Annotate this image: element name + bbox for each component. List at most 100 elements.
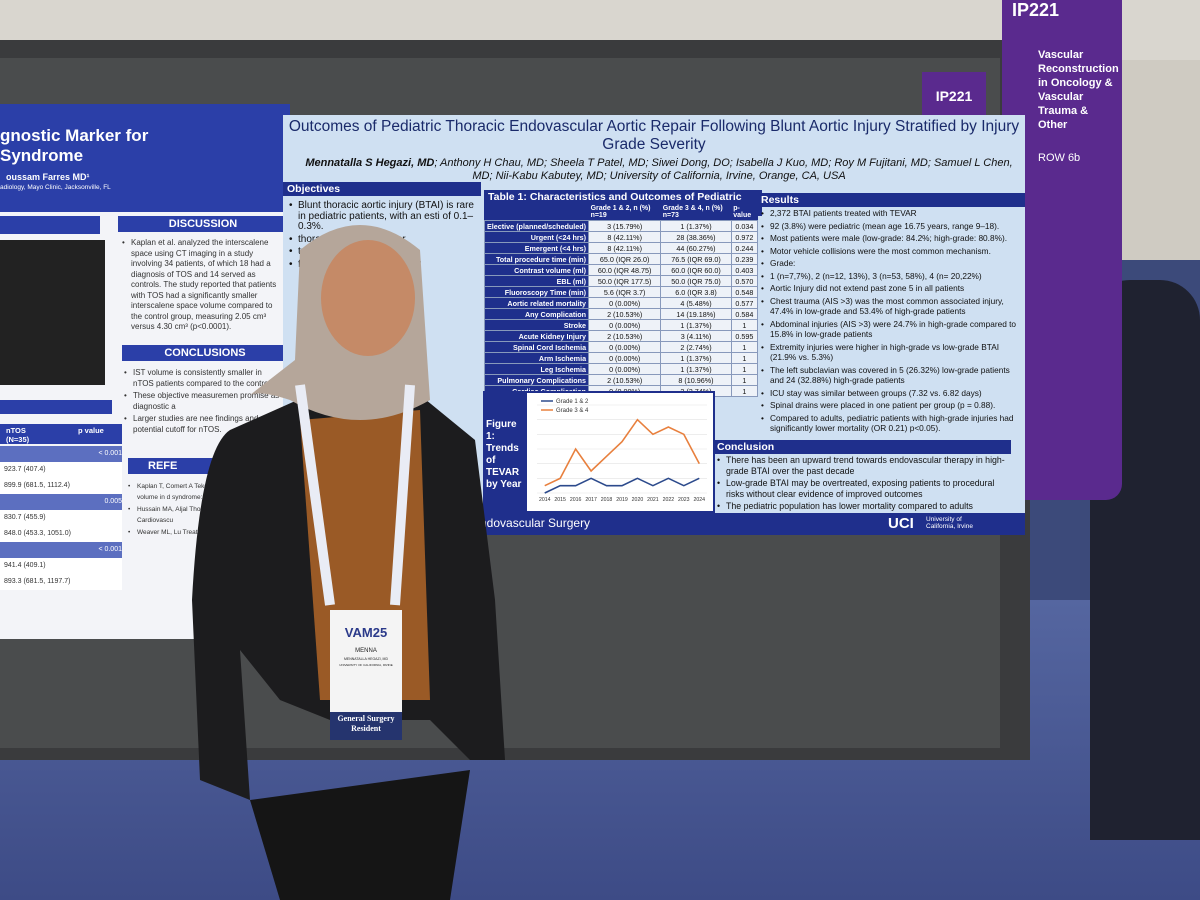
table-row: Urgent (<24 hrs) 8 (42.11%) 28 (38.36%) 0.9… [483, 231, 759, 243]
table-header-cell: Grade 1 & 2, n (%) n=19 [588, 204, 661, 221]
table-header-cell: p value [78, 426, 104, 435]
bullet: The left subclavian was covered in 5 (26… [761, 365, 1019, 386]
table-cell: 899.9 (681.5, 1112.4) [0, 478, 122, 494]
face [321, 240, 415, 356]
bullet: Low-grade BTAI may be overtreated, expos… [717, 478, 1007, 499]
bullet: These objective measuremen promise as di… [124, 391, 284, 412]
bullet: Most patients were male (low-grade: 84.2… [761, 233, 1019, 244]
table-cell: 1 [730, 319, 759, 331]
bullet: ICU stay was similar between groups (7.3… [761, 388, 1019, 399]
section-heading: CONCLUSIONS [122, 345, 288, 361]
badge-role-box: General Surgery Resident [337, 714, 395, 733]
x-tick-label: 2020 [632, 497, 644, 503]
left-poster: gnostic Marker for Syndrome oussam Farre… [0, 104, 290, 639]
bullet: Aortic Injury did not extend past zone 5… [761, 283, 1019, 294]
sign-title: Vascular Reconstruction in Oncology & Va… [1038, 49, 1119, 131]
table-cell: 0.570 [730, 275, 759, 287]
section-heading: Conclusion [713, 440, 1011, 454]
table-cell: < 0.001 [0, 446, 122, 462]
bullet: Spinal drains were placed in one patient… [761, 400, 1019, 411]
badge-institution: UNIVERSITY OF CALIFORNIA, IRVINE [339, 663, 392, 667]
bullet: Blunt thoracic aortic injury (BTAI) is r… [289, 200, 477, 233]
table-row: Total procedure time (min) 65.0 (IQR 26.0… [483, 253, 759, 265]
legend-label: Grade 1 & 2 [556, 399, 589, 405]
logo-text: University of California, Irvine [926, 516, 973, 530]
table-cell: 848.0 (453.3, 1051.0) [0, 526, 122, 542]
bullet: 1 (n=7,7%), 2 (n=12, 13%), 3 (n=53, 58%)… [761, 271, 1019, 282]
table-header-row: Grade 1 & 2, n (%) n=19 Grade 3 & 4, n (%… [484, 204, 758, 221]
results-list: 2,372 BTAI patients treated with TEVAR 92… [761, 208, 1019, 436]
left-bar [0, 400, 112, 414]
discussion-text: Kaplan et al. analyzed the interscalene … [122, 238, 284, 335]
bullet: The pediatric population has lower morta… [717, 501, 1007, 512]
table-header-cell [484, 204, 589, 221]
series-line [544, 477, 700, 494]
poster-footer: Endovascular Surgery UCI University of C… [468, 513, 1025, 535]
table-cell: 0.005 [0, 494, 122, 510]
table-cell: 50.0 (IQR 75.0) [660, 275, 732, 287]
x-tick-label: 2023 [678, 497, 690, 503]
trousers [250, 770, 470, 900]
table-row: Stroke 0 (0.00%) 1 (1.37%) 1 [483, 319, 759, 331]
section-heading: Results [757, 193, 1025, 207]
left-bar [0, 216, 100, 234]
bullet: Compared to adults, pediatric patients w… [761, 413, 1019, 434]
series-line [544, 418, 700, 487]
table-frame: Grade 1 & 2, n (%) n=19 Grade 3 & 4, n (%… [483, 204, 759, 397]
badge-role: General Surgery Resident [337, 714, 395, 733]
left-poster-header: gnostic Marker for Syndrome oussam Farre… [0, 104, 290, 212]
section-heading: DISCUSSION [118, 216, 288, 232]
badge-event: VAM25 [345, 625, 387, 640]
left-author: oussam Farres MD¹ [6, 172, 90, 182]
section-heading: Objectives [283, 182, 481, 196]
conclusion-list: There has been an upward trend towards e… [717, 455, 1007, 514]
x-tick-label: 2015 [554, 497, 566, 503]
x-tick-label: 2024 [693, 497, 705, 503]
bullet: 2,372 BTAI patients treated with TEVAR [761, 208, 1019, 219]
x-tick-label: 2014 [539, 497, 551, 503]
left-affiliation: adiology, Mayo Clinic, Jacksonville, FL [0, 184, 111, 191]
table-cell: Any Complication [483, 308, 590, 320]
figure-label: Figure 1: Trends of TEVAR by Year [486, 419, 522, 490]
table-cell: < 0.001 [0, 542, 122, 558]
bullet: Motor vehicle collisions were the most c… [761, 246, 1019, 257]
bullet: Abdominal injuries (AIS >3) were 24.7% i… [761, 319, 1019, 340]
logo: UCI [888, 515, 914, 532]
outcomes-table: Grade 1 & 2, n (%) n=19 Grade 3 & 4, n (%… [483, 204, 759, 397]
table-row: Elective (planned/scheduled) 3 (15.79%) 1 … [483, 220, 759, 232]
ct-image [0, 240, 105, 385]
bullet: Extremity injuries were higher in high-g… [761, 342, 1019, 363]
left-table-header: nTOS (N=35) p value [0, 424, 122, 444]
bullet: Grade: [761, 258, 1019, 269]
badge-full-name: MENNATALLA HEGAZI, MD [344, 657, 388, 661]
figure-frame: Figure 1: Trends of TEVAR by Year 2014 20… [483, 391, 715, 513]
table-cell: 941.4 (409.1) [0, 558, 122, 574]
table-row: Fluoroscopy Time (min) 5.6 (IQR 3.7) 6.0 (… [483, 286, 759, 298]
table-cell: 830.7 (455.9) [0, 510, 122, 526]
table-header-cell: nTOS (N=35) [6, 426, 30, 444]
table-header-cell: Grade 3 & 4, n (%) n=73 [660, 204, 732, 221]
bullet: Hussain MA, Aljal Thoracic Outlet S and … [128, 505, 288, 526]
board-label: IP221 [922, 72, 986, 120]
bullet: Kaplan et al. analyzed the interscalene … [122, 238, 284, 333]
table-cell: 1 [730, 385, 759, 397]
poster-authors: Mennatalla S Hegazi, MD; Anthony H Chau,… [299, 157, 1019, 183]
bullet: Larger studies are nee findings and pote… [124, 414, 284, 435]
legend-label: Grade 3 & 4 [556, 408, 589, 414]
bullet: IST volume is consistently smaller in nT… [124, 368, 284, 389]
bullet: 92 (3.8%) were pediatric (mean age 16.75… [761, 221, 1019, 232]
x-tick-label: 2021 [647, 497, 659, 503]
bullet: Chest trauma (AIS >3) was the most commo… [761, 296, 1019, 317]
table-row: Arm Ischemia 0 (0.00%) 1 (1.37%) 1 [483, 352, 759, 364]
chart-background [527, 393, 713, 511]
x-tick-label: 2019 [616, 497, 628, 503]
x-tick-label: 2017 [585, 497, 597, 503]
table-cell: 923.7 (407.4) [0, 462, 122, 478]
lanyard [295, 384, 415, 606]
left-title: Syndrome [0, 146, 84, 165]
left-title: gnostic Marker for [0, 126, 149, 145]
poster-title: Outcomes of Pediatric Thoracic Endovascu… [288, 118, 1020, 153]
left-table-body: < 0.001 923.7 (407.4) 899.9 (681.5, 1112.4… [0, 446, 122, 590]
